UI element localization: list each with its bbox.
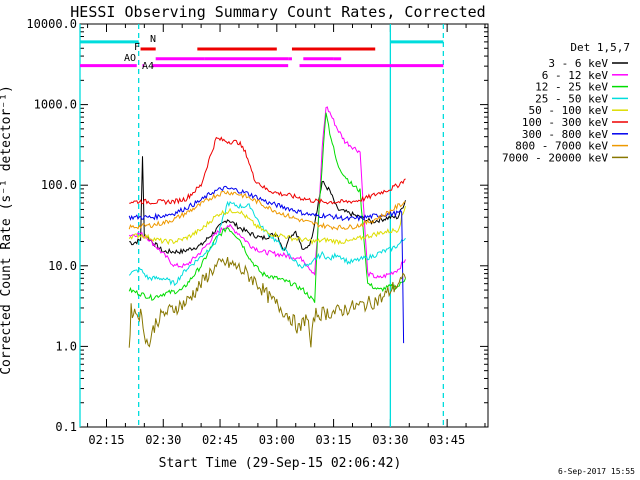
footer-timestamp: 6-Sep-2017 15:55 [558,467,635,476]
legend-label: 25 - 50 keV [535,92,608,105]
series-line-800-7000kev [128,190,406,231]
plot-area: 0.1 1.0 10.0 100.0 1000.0 10000.0 02:15 02:30 02… [26,17,489,447]
x-tick-label: 03:00 [259,433,295,447]
x-tick-label: 02:15 [88,433,124,447]
x-axis-label: Start Time (29-Sep-15 02:06:42) [159,456,402,471]
legend-label: 12 - 25 keV [535,81,608,94]
y-tick-label: 0.1 [55,420,77,434]
x-tick-label: 03:15 [316,433,352,447]
legend-label: 6 - 12 keV [542,69,609,82]
legend-label: 50 - 100 keV [529,104,609,117]
legend-title: Det 1,5,7 [570,41,630,54]
x-tick-label: 03:45 [429,433,465,447]
y-tick-label: 1.0 [55,339,77,353]
series-line-100-300kev [129,136,406,206]
status-label-a4: A4 [142,61,154,72]
y-tick-label: 10.0 [48,259,77,273]
x-tick-label: 02:45 [202,433,238,447]
legend-label: 300 - 800 keV [522,128,608,141]
series-line-300-800kev [128,185,405,344]
series-line-12-25kev [128,112,406,303]
x-tick-label: 02:30 [145,433,181,447]
series-line-3-6kev [129,156,406,255]
series-line-6-12kev [128,106,406,279]
chart-title: HESSI Observing Summary Count Rates, Cor… [70,3,485,21]
y-tick-label: 10000.0 [26,17,77,31]
series-line-7000-20000kev [128,256,406,348]
legend-label: 3 - 6 keV [548,57,608,70]
y-axis-label: Corrected Count Rate (s⁻¹ detector⁻¹) [0,85,14,375]
status-label-ao: AO [124,53,136,64]
legend-label: 7000 - 20000 keV [502,151,608,164]
legend-label: 100 - 300 keV [522,116,608,129]
y-tick-label: 100.0 [41,178,77,192]
status-label-f: F [134,42,140,53]
status-label-n: N [150,34,156,45]
series-line-25-50kev [128,200,406,287]
series-line-50-100kev [128,205,406,246]
y-tick-label: 1000.0 [34,98,77,112]
legend-label: 800 - 7000 keV [515,140,608,153]
x-tick-label: 03:30 [372,433,408,447]
